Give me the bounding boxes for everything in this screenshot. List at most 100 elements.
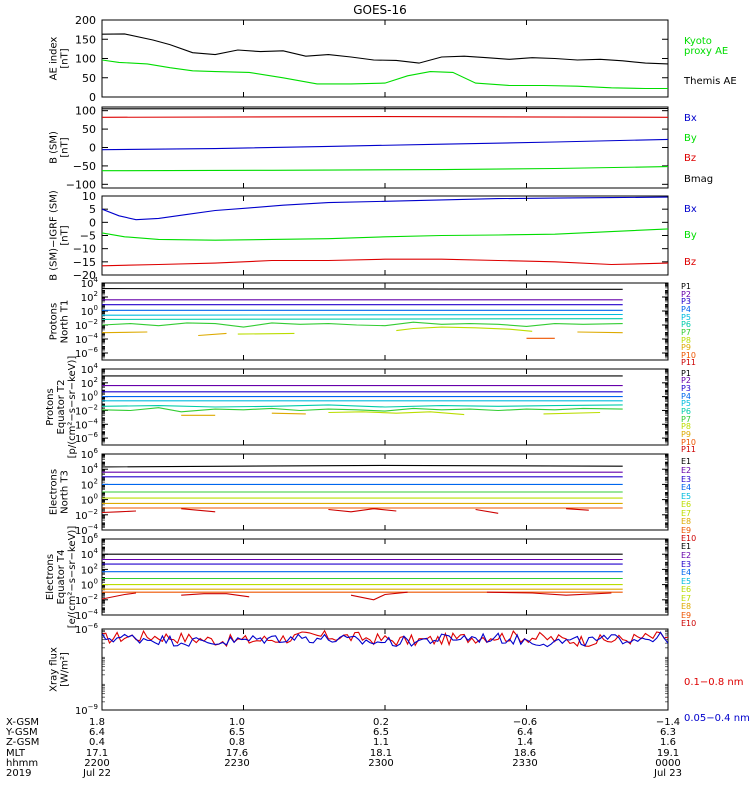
- series-bz: [102, 116, 668, 118]
- legend-entry: E9: [681, 526, 691, 535]
- y-tick-label: −20: [73, 269, 96, 282]
- series-by: [102, 166, 668, 172]
- legend-entry: P6: [681, 320, 691, 329]
- ephemeris-row-label: X-GSM: [6, 717, 39, 728]
- y-tick-label: 100: [75, 105, 96, 118]
- legend-entry: E9: [681, 611, 691, 620]
- ephemeris-value: 1.6: [660, 737, 676, 748]
- legend-entry: E8: [681, 517, 691, 526]
- series-group: [102, 629, 668, 648]
- legend-entry: E2: [681, 551, 691, 560]
- ephemeris-value: 6.4: [89, 727, 105, 738]
- y-tick-label: 104: [81, 276, 99, 290]
- legend-entry: 0.05−0.4 nm: [684, 713, 750, 724]
- legend-entry: E3: [681, 560, 691, 569]
- panel-bsm: −100 −50 0 50 100 B (SM) [nT] Bx By Bz Bmag: [49, 105, 714, 192]
- legend-entry: E5: [681, 577, 691, 586]
- legend-entry: P11: [681, 358, 696, 367]
- ephemeris-value: 6.5: [229, 727, 245, 738]
- ephemeris-value: 2230: [224, 758, 249, 769]
- legend-entry: E8: [681, 602, 691, 611]
- series-group: [102, 375, 623, 416]
- series-kyoto-proxy-ae: [102, 59, 668, 90]
- y-tick-label: 100: [75, 53, 96, 66]
- legend-entry: P10: [681, 351, 696, 360]
- series-group: [102, 33, 668, 90]
- y-tick-label: 10−4: [75, 332, 99, 346]
- y-tick-label: 100: [81, 493, 98, 507]
- legend-entry: E10: [681, 619, 696, 628]
- ephemeris-row-label: MLT: [6, 748, 26, 759]
- y-tick-label: 10−2: [75, 318, 98, 332]
- legend-entry: P1: [681, 282, 691, 291]
- y-axis-label: [W/m²]: [60, 652, 71, 687]
- series-e9d: [486, 591, 612, 596]
- legend-entry: P8: [681, 336, 691, 345]
- y-tick-label: 102: [81, 376, 98, 390]
- y-tick-label: 10−6: [75, 346, 99, 360]
- panel-frame: [101, 282, 669, 361]
- series-e9d: [475, 508, 499, 514]
- legend-entry: P9: [681, 430, 691, 439]
- legend-entry: E6: [681, 585, 691, 594]
- legend-entry: 0.1−0.8 nm: [684, 677, 743, 688]
- y-axis-label: Electrons: [49, 469, 60, 515]
- figure-title: GOES-16: [353, 3, 407, 17]
- ephemeris-value: 0000: [655, 758, 680, 769]
- y-tick-label: −5: [80, 230, 96, 243]
- ephemeris-value: 1.8: [89, 717, 105, 728]
- legend-entry: E4: [681, 568, 691, 577]
- legend-entry: Kyoto: [684, 36, 712, 47]
- legend-entry: E1: [681, 457, 691, 466]
- y-tick-label: 10−4: [75, 608, 99, 622]
- series-0-05-0-4-nm: [102, 631, 668, 648]
- y-tick-label: 10−6: [75, 622, 99, 636]
- legend-entry: P7: [681, 415, 691, 424]
- legend-entry: E2: [681, 466, 691, 475]
- y-axis-label: [p/(cm²−s−sr−keV)]: [67, 356, 78, 459]
- y-tick-label: 10−2: [75, 593, 98, 607]
- y-axis-label: Electrons: [45, 554, 56, 600]
- ephemeris-value: 6.5: [373, 727, 389, 738]
- series-themis-ae: [102, 33, 668, 65]
- ephemeris-value: 17.1: [86, 748, 108, 759]
- ephemeris-value: 18.6: [514, 748, 536, 759]
- ephemeris-value: 2200: [84, 758, 109, 769]
- ephemeris-value: 2330: [512, 758, 537, 769]
- legend-entry: Themis AE: [683, 76, 737, 87]
- series-p8b: [543, 411, 601, 415]
- ephemeris-value: 18.1: [370, 748, 392, 759]
- legend-entry: P11: [681, 445, 696, 454]
- y-tick-label: 200: [75, 14, 96, 27]
- y-tick-label: 10−4: [75, 417, 99, 431]
- series-e9b: [181, 593, 250, 598]
- y-tick-label: 0: [89, 142, 96, 155]
- y-tick-label: 0: [89, 216, 96, 229]
- y-tick-label: −15: [73, 256, 96, 269]
- y-axis-label: North T1: [60, 300, 71, 344]
- series-by: [102, 228, 668, 241]
- series-p9b: [102, 331, 148, 334]
- legend-entry: E7: [681, 594, 691, 603]
- ephemeris-value: 0.8: [229, 737, 245, 748]
- y-axis-label: B (SM)−IGRF (SM): [49, 190, 60, 281]
- legend-entry: By: [684, 133, 697, 144]
- legend-entry: E5: [681, 492, 691, 501]
- series-e9: [102, 592, 137, 600]
- legend-entry: proxy AE: [684, 46, 728, 57]
- ephemeris-value: Jul 23: [653, 768, 682, 779]
- ephemeris-value: 1.1: [373, 737, 389, 748]
- legend-entry: P5: [681, 313, 691, 322]
- legend-entry: Bx: [684, 204, 697, 215]
- y-tick-label: 10−2: [75, 403, 98, 417]
- legend-entry: P4: [681, 305, 691, 314]
- y-tick-label: 104: [81, 362, 99, 376]
- legend-entry: Bz: [684, 257, 696, 268]
- legend-entry: E4: [681, 483, 691, 492]
- y-tick-label: −100: [66, 178, 96, 191]
- y-tick-label: 106: [81, 532, 99, 546]
- series-p6: [102, 318, 623, 320]
